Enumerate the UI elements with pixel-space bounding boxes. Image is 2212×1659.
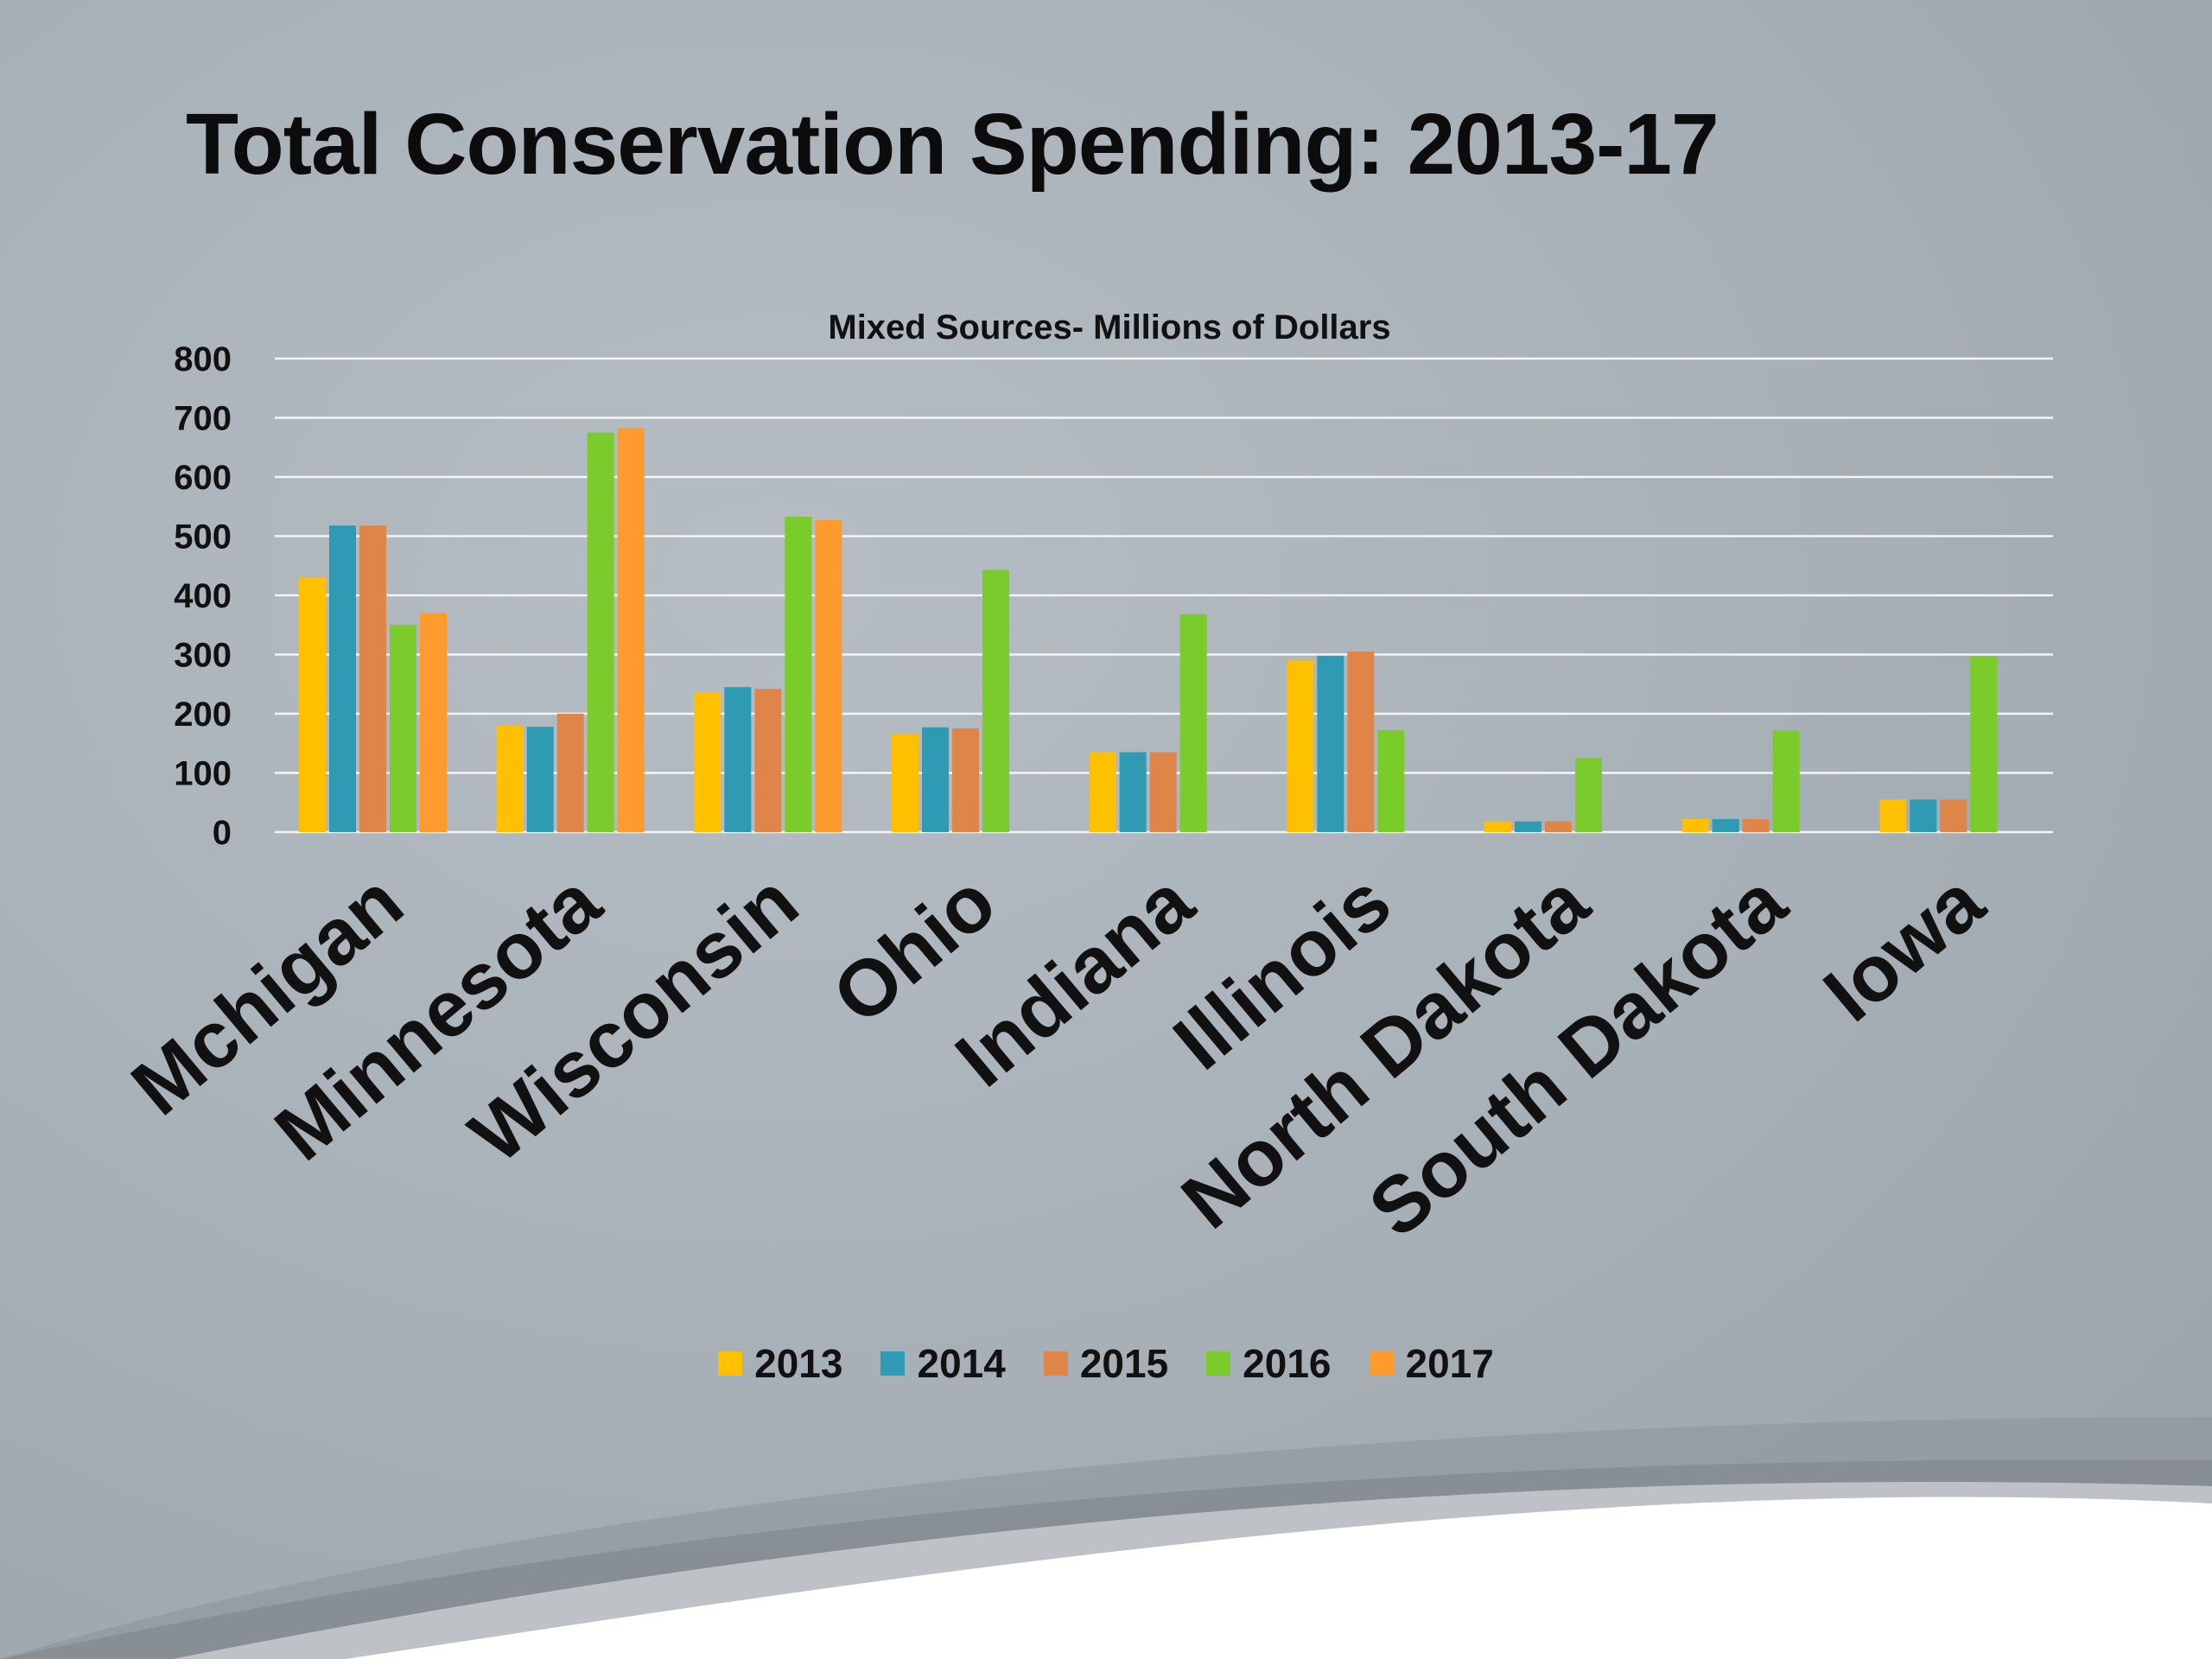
legend-label: 2014 (917, 1341, 1006, 1386)
legend-item: 2015 (1043, 1340, 1169, 1387)
y-tick-label: 600 (174, 459, 232, 497)
bar-2015-wisconsin (754, 689, 782, 832)
legend-swatch (1206, 1351, 1231, 1376)
y-tick-label: 400 (174, 577, 232, 615)
legend-item: 2013 (718, 1340, 842, 1387)
legend-swatch (880, 1351, 906, 1376)
legend-item: 2014 (880, 1340, 1006, 1387)
bar-2014-illinois (1317, 655, 1344, 832)
bar-2013-minnesota (496, 725, 524, 832)
legend: 2013 2014 2015 2016 2017 (0, 1338, 2212, 1389)
bar-2013-ohio (892, 734, 918, 832)
bar-2014-minnesota (526, 727, 554, 832)
bar-2014-north-dakota (1515, 821, 1541, 832)
bar-2014-wisconsin (724, 687, 752, 832)
y-tick-label: 100 (174, 755, 232, 793)
bar-2014-indiana (1119, 752, 1147, 832)
bar-2016-mchigan (390, 625, 416, 832)
bar-2013-wisconsin (694, 693, 721, 832)
legend-label: 2017 (1405, 1341, 1494, 1386)
legend-item: 2016 (1206, 1340, 1332, 1387)
bar-2017-minnesota (617, 428, 645, 832)
bar-2013-indiana (1089, 752, 1116, 832)
bar-2016-wisconsin (785, 516, 812, 832)
legend-swatch (1043, 1351, 1068, 1376)
bar-2016-illinois (1377, 730, 1405, 832)
bar-2016-iowa (1970, 656, 1998, 832)
bar-2013-south-dakota (1681, 818, 1709, 832)
bar-2016-ohio (982, 569, 1009, 832)
legend-item: 2017 (1369, 1340, 1494, 1387)
bar-2014-iowa (1910, 799, 1937, 832)
bar-2015-illinois (1347, 652, 1375, 832)
y-axis-ticks: 0 100 200 300 400 500 600 700 800 (174, 340, 232, 852)
bar-2013-iowa (1879, 799, 1907, 832)
bar-2016-south-dakota (1772, 730, 1800, 832)
bar-2013-illinois (1287, 660, 1314, 832)
bar-2015-iowa (1940, 799, 1967, 832)
slide-title: Total Conservation Spending: 2013-17 (186, 96, 1719, 193)
bar-2015-north-dakota (1545, 821, 1572, 832)
chart-title: Mixed Sources- Millions of Dollars (828, 308, 1390, 346)
bar-2015-ohio (952, 728, 979, 832)
y-tick-label: 0 (213, 814, 232, 852)
y-tick-label: 500 (174, 518, 232, 556)
bar-2014-ohio (922, 727, 949, 832)
bar-2016-minnesota (587, 432, 614, 832)
legend-label: 2016 (1243, 1341, 1332, 1386)
y-tick-label: 300 (174, 637, 232, 675)
legend-swatch (718, 1351, 743, 1376)
bar-2017-mchigan (420, 613, 447, 832)
bar-2014-south-dakota (1712, 818, 1739, 832)
bar-2013-north-dakota (1484, 821, 1511, 832)
bar-2015-minnesota (556, 714, 584, 832)
y-tick-label: 700 (174, 400, 232, 438)
y-tick-label: 800 (174, 340, 232, 378)
bar-2016-north-dakota (1575, 758, 1602, 832)
bars (299, 428, 1998, 832)
bar-2013-mchigan (299, 577, 326, 832)
bar-2014-mchigan (329, 525, 356, 832)
x-tick-label: Iowa (1808, 857, 2000, 1039)
bar-2015-indiana (1149, 752, 1177, 832)
bar-2017-wisconsin (815, 520, 842, 832)
bar-2015-mchigan (359, 525, 386, 832)
legend-label: 2013 (754, 1341, 843, 1386)
bar-2016-indiana (1179, 613, 1207, 832)
legend-label: 2015 (1079, 1341, 1169, 1386)
bar-2015-south-dakota (1742, 818, 1770, 832)
y-tick-label: 200 (174, 696, 232, 734)
legend-swatch (1369, 1351, 1394, 1376)
